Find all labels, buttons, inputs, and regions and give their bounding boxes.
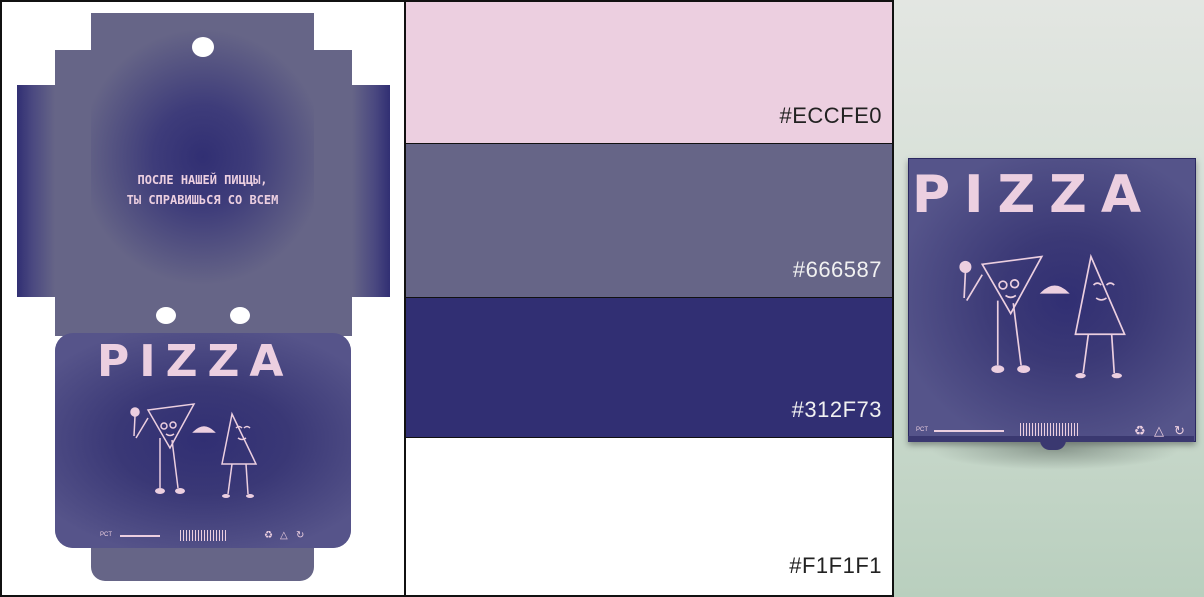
right-side-flap [352, 85, 390, 297]
swatch-label: #666587 [792, 257, 882, 282]
pizza-characters-illustration [130, 403, 258, 498]
base-panel [55, 333, 351, 548]
pct-icon: PCT [100, 532, 112, 538]
swatch-label: #ECCFE0 [779, 103, 882, 128]
right-inner-flap [314, 50, 352, 332]
tagline: ПОСЛЕ НАШЕЙ ПИЦЦЫ, ТЫ СПРАВИШЬСЯ СО ВСЕМ [91, 170, 314, 210]
swatch-label: #F1F1F1 [789, 553, 882, 578]
hinge-panel [55, 300, 352, 336]
tagline-line-1: ПОСЛЕ НАШЕЙ ПИЦЦЫ, [137, 173, 268, 187]
loop-icon: ↻ [296, 530, 305, 541]
info-line [934, 430, 1004, 432]
color-palette: #ECCFE0 #666587 #312F73 #F1F1F1 [404, 0, 894, 597]
barcode [1020, 423, 1080, 436]
left-inner-flap [55, 50, 91, 332]
pizza-characters-illustration [959, 253, 1126, 379]
lock-hole-left [156, 307, 176, 324]
recycle-icon: ♻ [264, 530, 273, 541]
brand-wordmark: PIZZA [97, 336, 294, 387]
brand-wordmark: PIZZA [912, 165, 1156, 225]
hang-hole [192, 37, 214, 57]
box-tab [1040, 440, 1066, 450]
loop-icon: ↻ [1174, 423, 1185, 438]
pizza-box [908, 158, 1196, 442]
box-mockup: PIZZA PCT ♻ △ ↻ [894, 0, 1204, 597]
barcode [180, 530, 226, 541]
swatch-gray-violet: #666587 [406, 144, 892, 298]
tagline-line-2: ТЫ СПРАВИШЬСЯ СО ВСЕМ [126, 193, 279, 207]
packaging-dieline: ПОСЛЕ НАШЕЙ ПИЦЦЫ, ТЫ СПРАВИШЬСЯ СО ВСЕМ… [0, 0, 404, 597]
triangle-recycle-icon: △ [280, 530, 288, 541]
bottom-tab [91, 548, 314, 581]
info-line [120, 535, 160, 537]
left-side-flap [17, 85, 55, 297]
swatch-pink: #ECCFE0 [406, 2, 892, 144]
swatch-white: #F1F1F1 [406, 438, 892, 593]
box-lip [908, 436, 1194, 442]
swatch-label: #312F73 [791, 397, 882, 422]
triangle-recycle-icon: △ [1154, 423, 1164, 438]
lock-hole-right [230, 307, 250, 324]
lid-panel [91, 13, 314, 333]
swatch-indigo: #312F73 [406, 298, 892, 438]
pct-icon: PCT [916, 427, 928, 433]
recycle-icon: ♻ [1134, 423, 1146, 438]
